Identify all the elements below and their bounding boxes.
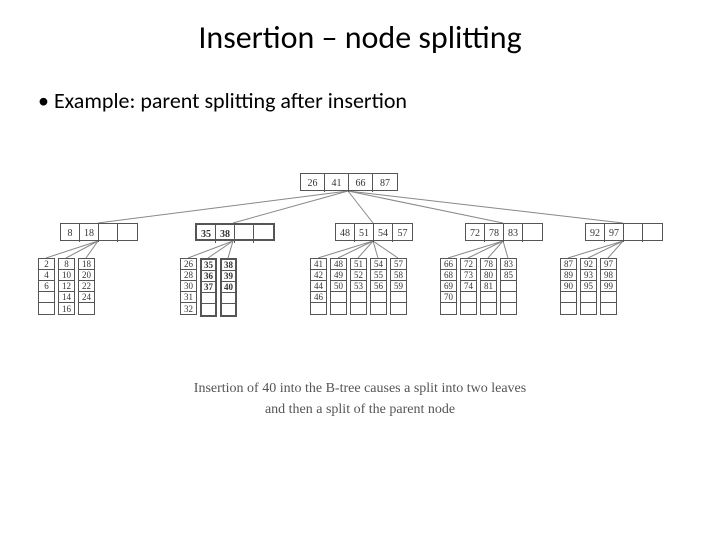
tree-leaf: 810121416 [58, 258, 75, 315]
tree-leaf: 8385 [500, 258, 517, 315]
tree-leaf: 788081 [480, 258, 497, 315]
tree-node: 26416687 [300, 173, 398, 191]
tree-node: 727883 [465, 223, 543, 241]
tree-leaf: 929395 [580, 258, 597, 315]
tree-leaf: 515253 [350, 258, 367, 315]
example-bullet: Example: parent splitting after insertio… [38, 87, 720, 114]
tree-leaf: 353637 [200, 258, 217, 317]
tree-leaf: 878990 [560, 258, 577, 315]
tree-leaf: 66686970 [440, 258, 457, 315]
tree-leaf: 484950 [330, 258, 347, 315]
tree-leaf: 383940 [220, 258, 237, 317]
tree-node: 818 [60, 223, 138, 241]
tree-leaf: 246 [38, 258, 55, 315]
caption-line-1: Insertion of 40 into the B-tree causes a… [194, 381, 526, 396]
tree-leaf: 727374 [460, 258, 477, 315]
tree-leaf: 2628303132 [180, 258, 197, 315]
tree-node: 9297 [585, 223, 663, 241]
tree-node: 3538 [195, 223, 275, 241]
tree-leaf: 545556 [370, 258, 387, 315]
page-title: Insertion – node splitting [0, 18, 720, 57]
caption-line-2: and then a split of the parent node [265, 402, 455, 417]
tree-leaf: 979899 [600, 258, 617, 315]
tree-leaf: 41424446 [310, 258, 327, 315]
tree-leaf: 18202224 [78, 258, 95, 315]
diagram-caption: Insertion of 40 into the B-tree causes a… [0, 378, 720, 420]
tree-leaf: 575859 [390, 258, 407, 315]
tree-node: 48515457 [335, 223, 413, 241]
